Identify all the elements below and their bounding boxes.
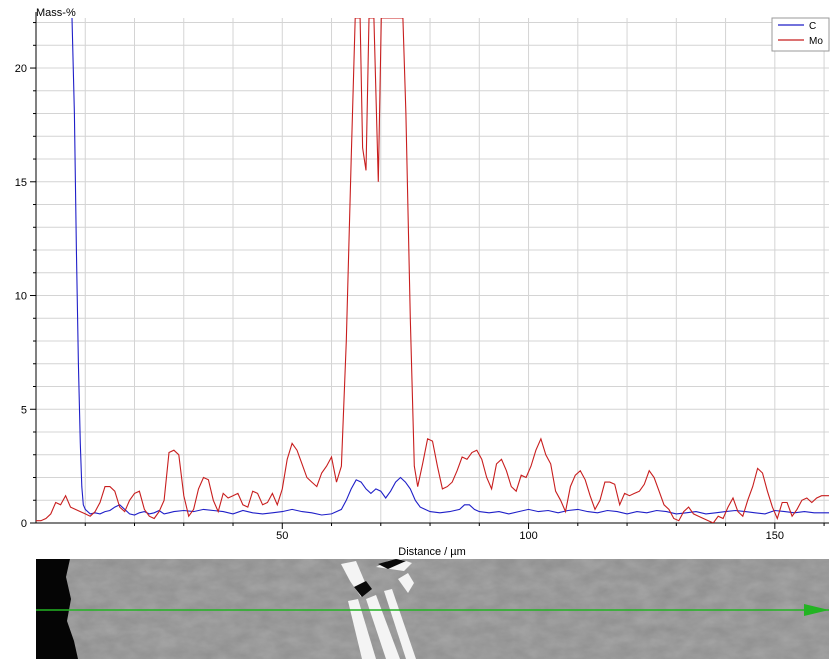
x-tick-label: 150 [766, 530, 784, 542]
sem-micrograph [36, 559, 829, 659]
line-chart: 0 5 10 15 20 50 100 150 Mass-% Distance / µm CM… [15, 7, 830, 558]
x-tick-label: 100 [519, 530, 537, 542]
scan-direction-arrow [804, 604, 829, 616]
y-tick-label: 0 [21, 518, 27, 530]
y-tick-label: 5 [21, 404, 27, 416]
series-layer [36, 18, 829, 523]
y-tick-label: 10 [15, 291, 27, 303]
chart-grid [36, 18, 829, 523]
y-tick-label: 20 [15, 63, 27, 75]
micrograph-texture-2 [36, 559, 829, 659]
tick-labels: 0 5 10 15 20 50 100 150 [15, 63, 784, 542]
legend-label-c: C [809, 21, 816, 32]
series-line-mo [36, 18, 829, 523]
legend-label-mo: Mo [809, 36, 823, 47]
micrograph-bright-phase [341, 559, 416, 659]
legend: C Mo [771, 17, 830, 52]
micrograph-dark-region [36, 559, 78, 659]
x-tick-label: 50 [276, 530, 288, 542]
series-line-c [71, 18, 829, 516]
chart-axes [30, 12, 829, 529]
micrograph-dark-streaks [354, 559, 406, 597]
y-tick-label: 15 [15, 177, 27, 189]
y-axis-label: Mass-% [36, 7, 76, 19]
legend-box [771, 17, 830, 52]
x-axis-label: Distance / µm [398, 546, 465, 558]
